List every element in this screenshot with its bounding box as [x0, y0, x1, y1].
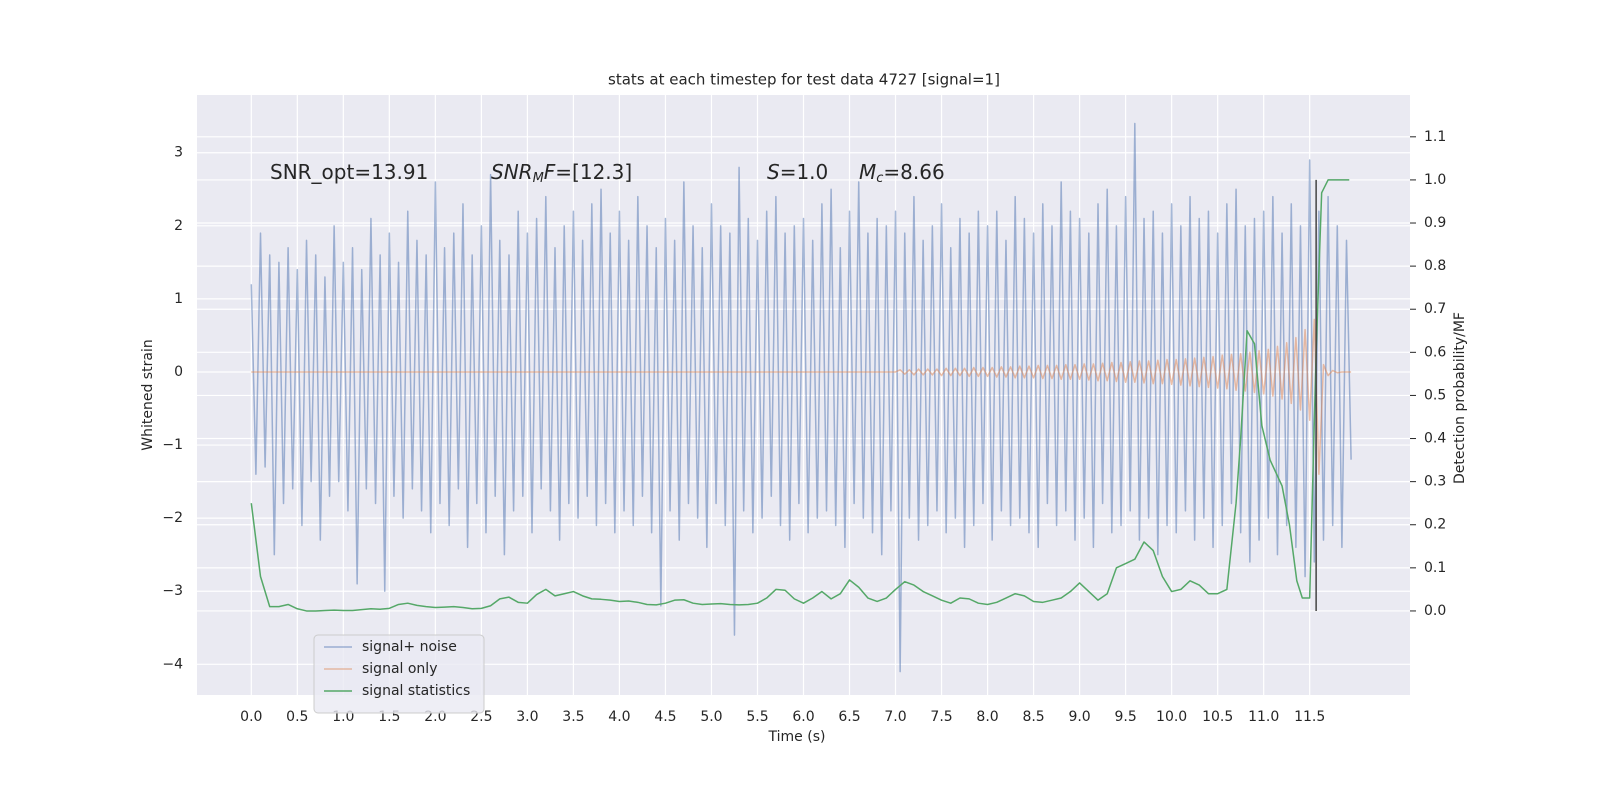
legend-label: signal statistics — [362, 683, 470, 699]
y-tick-label: 2 — [174, 218, 183, 234]
y-tick-label: −4 — [162, 656, 183, 672]
x-tick-label: 11.0 — [1248, 709, 1279, 725]
y-axis-label: Whitened strain — [140, 339, 156, 450]
annotation-part: SNR — [491, 160, 533, 184]
x-tick-label: 6.0 — [792, 709, 814, 725]
x-tick-label: 5.5 — [746, 709, 768, 725]
annotation-part: S — [767, 160, 780, 184]
annotation-part: =8.66 — [883, 160, 944, 184]
x-tick-label: 10.0 — [1156, 709, 1187, 725]
x-tick-label: 9.0 — [1068, 709, 1090, 725]
series-line — [251, 318, 1352, 476]
legend-box — [313, 634, 485, 714]
y-tick-label: 1 — [174, 291, 183, 307]
annotation-part: F — [544, 160, 556, 184]
y2-tick-label: 0.9 — [1424, 215, 1446, 231]
annotation-part: SNR_opt=13.91 — [270, 160, 428, 184]
y-tick-label: 3 — [174, 145, 183, 161]
x-tick-label: 0.0 — [240, 709, 262, 725]
x-tick-label: 3.5 — [562, 709, 584, 725]
annotation-part: M — [859, 160, 876, 184]
y2-tick-label: 0.8 — [1424, 258, 1446, 274]
x-tick-label: 3.0 — [516, 709, 538, 725]
annotation-part: c — [876, 171, 883, 186]
annotation-part: =1.0 — [780, 160, 829, 184]
legend-label: signal+ noise — [362, 639, 457, 655]
x-tick-label: 6.5 — [838, 709, 860, 725]
y2-tick-label: 0.2 — [1424, 517, 1446, 533]
annotation: SNR_opt=13.91 — [270, 160, 428, 184]
y-tick-label: −2 — [162, 510, 183, 526]
y2-tick-label: 0.7 — [1424, 301, 1446, 317]
ticks: 0.0 0.5 1.0 1.5 2.0 2.5 3.0 3.5 4.0 4.5 5.0 5.5 6.0 6… — [162, 129, 1446, 725]
chart-title: stats at each timestep for test data 472… — [608, 71, 1000, 89]
x-tick-label: 10.5 — [1202, 709, 1233, 725]
y-tick-label: 0 — [174, 364, 183, 380]
y2-tick-label: 0.1 — [1424, 560, 1446, 576]
y2-tick-label: 0.3 — [1424, 474, 1446, 490]
y2-tick-label: 0.6 — [1424, 344, 1446, 360]
y2-axis-label: Detection probability/MF — [1452, 312, 1468, 484]
x-tick-label: 4.5 — [654, 709, 676, 725]
x-tick-label: 7.0 — [884, 709, 906, 725]
y2-tick-label: 1.0 — [1424, 172, 1446, 188]
series-line — [250, 122, 1352, 673]
annotation: S=1.0 — [767, 160, 828, 184]
legend: signal+ noise signal only signal statistic… — [313, 634, 485, 714]
x-tick-label: 11.5 — [1294, 709, 1325, 725]
y2-tick-label: 0.4 — [1424, 431, 1446, 447]
annotation-part: =[12.3] — [555, 160, 632, 184]
y2-tick-label: 0.0 — [1424, 603, 1446, 619]
marks — [250, 122, 1352, 673]
y-tick-label: −3 — [162, 583, 183, 599]
x-tick-label: 9.5 — [1114, 709, 1136, 725]
x-axis-label: Time (s) — [768, 729, 826, 745]
x-tick-label: 7.5 — [930, 709, 952, 725]
series-line — [250, 179, 1350, 612]
legend-label: signal only — [362, 661, 437, 677]
annotation: SNRMF=[12.3] — [491, 160, 632, 186]
y-tick-label: −1 — [162, 437, 183, 453]
x-tick-label: 0.5 — [286, 709, 308, 725]
annotations: SNR_opt=13.91 SNRMF=[12.3] S=1.0 Mc=8.66 — [270, 160, 945, 186]
annotation: Mc=8.66 — [859, 160, 945, 186]
x-tick-label: 5.0 — [700, 709, 722, 725]
x-tick-label: 8.5 — [1022, 709, 1044, 725]
x-tick-label: 8.0 — [976, 709, 998, 725]
annotation-part: M — [533, 171, 544, 186]
x-tick-label: 4.0 — [608, 709, 630, 725]
y2-tick-label: 1.1 — [1424, 129, 1446, 145]
y2-tick-label: 0.5 — [1424, 387, 1446, 403]
